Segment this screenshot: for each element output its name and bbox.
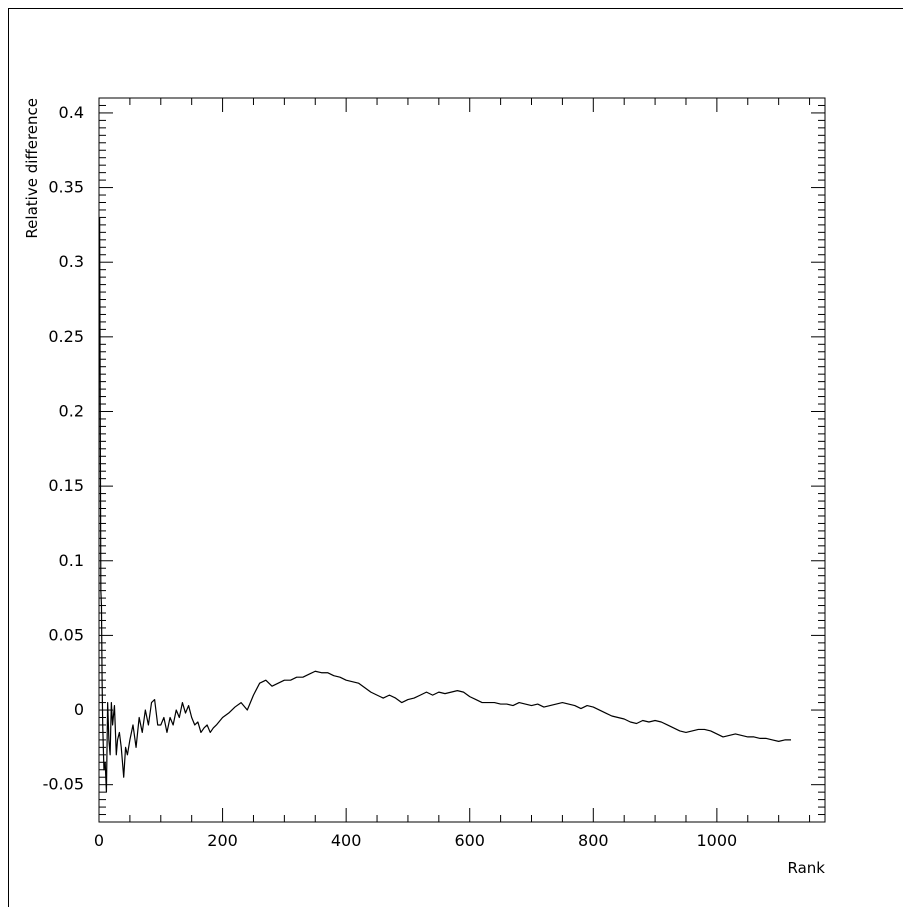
y-tick-label: 0.35 xyxy=(48,178,84,197)
canvas-frame xyxy=(8,8,903,907)
plot-area-border xyxy=(98,97,826,823)
x-tick-label: 200 xyxy=(207,831,238,850)
x-axis: 0 200 400 600 800 1000 xyxy=(94,98,811,850)
x-axis-title: Rank xyxy=(788,859,826,877)
y-tick-label: 0.1 xyxy=(59,551,84,570)
y-tick-label: 0.15 xyxy=(48,476,84,495)
y-axis: -0.05 0 0.05 0.1 0.15 0.2 0.25 0.3 0.35 0.4 xyxy=(43,97,825,823)
x-tick-label: 800 xyxy=(578,831,609,850)
x-tick-label: 0 xyxy=(94,831,104,850)
series-layer xyxy=(99,217,792,793)
series-line xyxy=(99,217,792,793)
x-tick-label: 400 xyxy=(331,831,362,850)
y-tick-label: 0.4 xyxy=(59,103,84,122)
y-tick-label: 0.2 xyxy=(59,401,84,420)
x-tick-label: 600 xyxy=(454,831,485,850)
y-tick-label: 0.25 xyxy=(48,327,84,346)
y-tick-label: 0.05 xyxy=(48,625,84,644)
y-tick-label: -0.05 xyxy=(43,775,84,794)
x-tick-label: 1000 xyxy=(697,831,738,850)
y-tick-label: 0 xyxy=(74,700,84,719)
y-tick-label: 0.3 xyxy=(59,252,84,271)
y-axis-title: Relative difference xyxy=(23,98,41,239)
